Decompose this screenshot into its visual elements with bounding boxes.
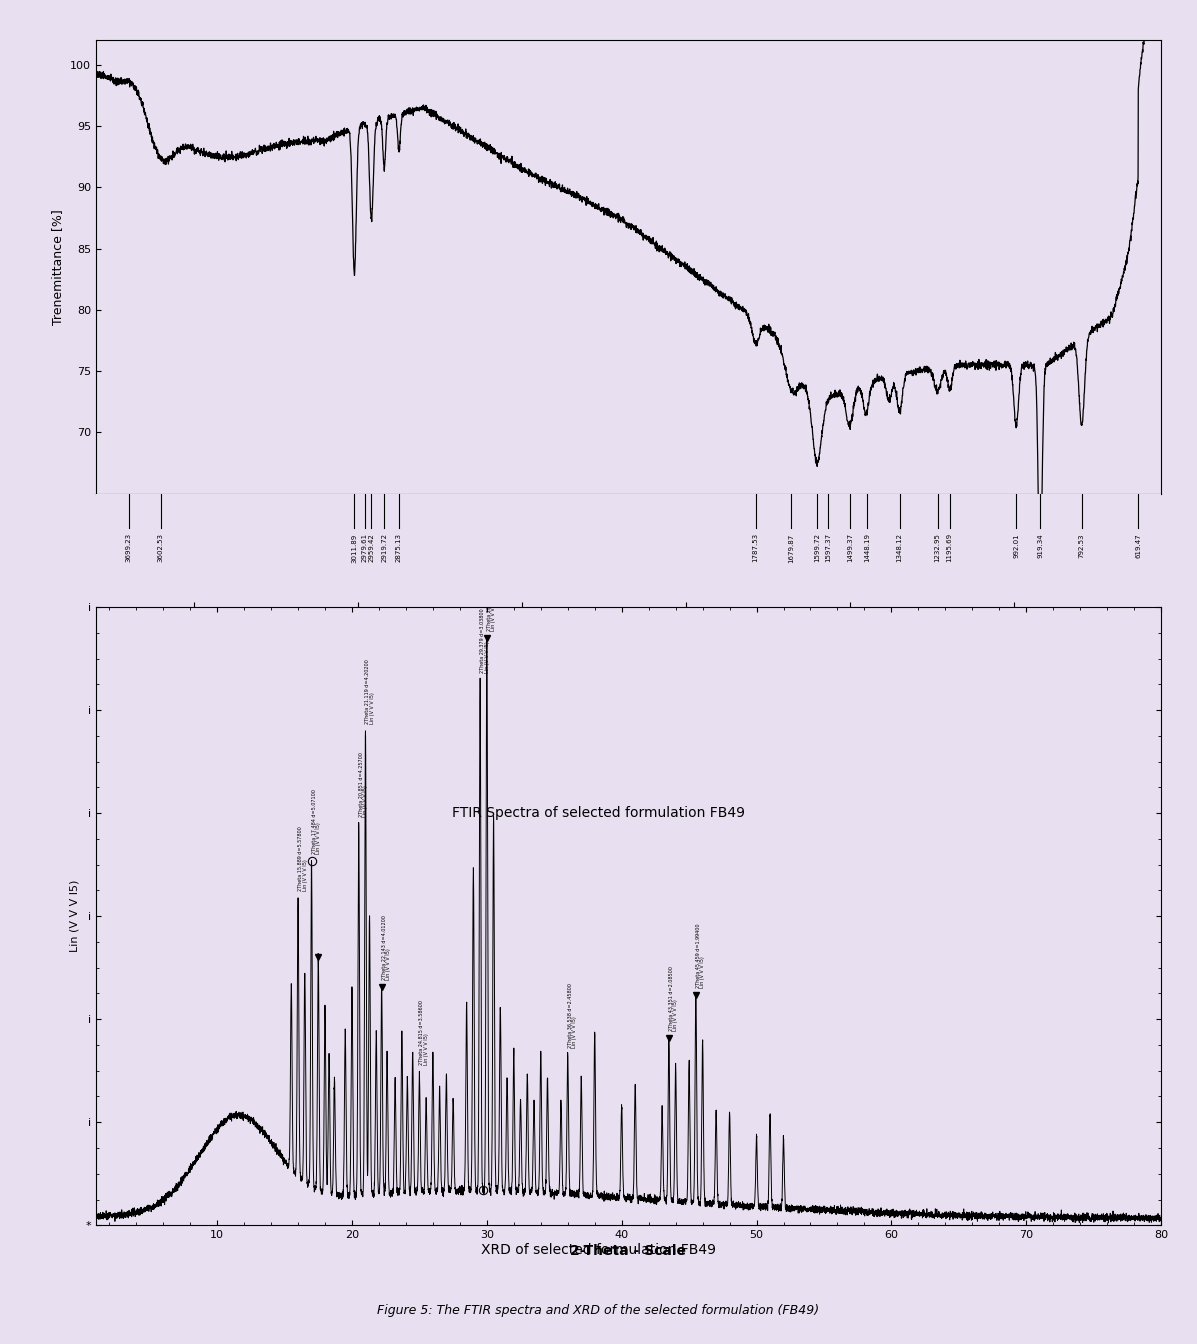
Text: XRD of selected formulation FB49: XRD of selected formulation FB49 bbox=[481, 1243, 716, 1257]
Text: 1597.37: 1597.37 bbox=[825, 534, 831, 563]
Text: 1195.69: 1195.69 bbox=[947, 534, 953, 563]
Text: 992.01: 992.01 bbox=[1013, 534, 1019, 558]
Text: 3602.53: 3602.53 bbox=[158, 534, 164, 562]
Text: FTIR Spectra of selected formulation FB49: FTIR Spectra of selected formulation FB4… bbox=[452, 806, 745, 820]
Text: 2875.13: 2875.13 bbox=[396, 534, 402, 562]
Text: 2Theta 20.851 d=4.25700
Lin (V V V I5): 2Theta 20.851 d=4.25700 Lin (V V V I5) bbox=[359, 753, 369, 817]
Text: 2Theta 15.889 d=5.57800
Lin (V V V I5): 2Theta 15.889 d=5.57800 Lin (V V V I5) bbox=[298, 827, 308, 891]
Text: 919.34: 919.34 bbox=[1037, 534, 1043, 558]
Text: 2Theta 21.119 d=4.20200
Lin (V V V I5): 2Theta 21.119 d=4.20200 Lin (V V V I5) bbox=[365, 660, 375, 724]
X-axis label: Wavenumber cm-1: Wavenumber cm-1 bbox=[563, 628, 694, 641]
Text: 2Theta 36.538 d=2.45800
Lin (V V V I5): 2Theta 36.538 d=2.45800 Lin (V V V I5) bbox=[567, 982, 577, 1048]
Text: 3699.23: 3699.23 bbox=[126, 534, 132, 563]
Text: 3011.89: 3011.89 bbox=[352, 534, 358, 563]
Y-axis label: Trenemittance [%]: Trenemittance [%] bbox=[51, 210, 65, 325]
Text: 1499.37: 1499.37 bbox=[847, 534, 853, 563]
Text: 2Theta 29.851 d=2.99200
Lin (V V V I5): 2Theta 29.851 d=2.99200 Lin (V V V I5) bbox=[487, 566, 497, 630]
Y-axis label: Lin (V V V I5): Lin (V V V I5) bbox=[69, 880, 80, 953]
Text: 2Theta 29.379 d=3.03800
Lin (V V V I5): 2Theta 29.379 d=3.03800 Lin (V V V I5) bbox=[480, 609, 490, 673]
Text: 2Theta 43.351 d=2.08500
Lin (V V V I5): 2Theta 43.351 d=2.08500 Lin (V V V I5) bbox=[669, 966, 679, 1031]
Text: 2Theta 24.815 d=3.58600
Lin (V V V I5): 2Theta 24.815 d=3.58600 Lin (V V V I5) bbox=[419, 1000, 429, 1064]
Text: 2Theta 22.143 d=4.01200
Lin (V V V I5): 2Theta 22.143 d=4.01200 Lin (V V V I5) bbox=[382, 915, 391, 980]
Text: 2959.42: 2959.42 bbox=[369, 534, 375, 562]
Text: 2979.61: 2979.61 bbox=[361, 534, 367, 563]
Text: 619.47: 619.47 bbox=[1136, 534, 1142, 558]
Text: 1232.95: 1232.95 bbox=[935, 534, 941, 562]
Text: 2Theta 45.459 d=1.99400
Lin (V V V I5): 2Theta 45.459 d=1.99400 Lin (V V V I5) bbox=[695, 923, 705, 988]
Text: 1448.19: 1448.19 bbox=[864, 534, 870, 562]
Text: 2Theta 17.484 d=5.07100
Lin (V V V I5): 2Theta 17.484 d=5.07100 Lin (V V V I5) bbox=[311, 789, 321, 853]
X-axis label: 2-Theta - Scale: 2-Theta - Scale bbox=[571, 1245, 686, 1258]
Text: 1679.87: 1679.87 bbox=[788, 534, 794, 563]
Text: Figure 5: The FTIR spectra and XRD of the selected formulation (FB49): Figure 5: The FTIR spectra and XRD of th… bbox=[377, 1304, 820, 1317]
Text: 1599.72: 1599.72 bbox=[814, 534, 820, 562]
Text: 1787.53: 1787.53 bbox=[753, 534, 759, 563]
Text: 792.53: 792.53 bbox=[1078, 534, 1084, 558]
Text: 1348.12: 1348.12 bbox=[897, 534, 903, 562]
Text: 2919.72: 2919.72 bbox=[381, 534, 387, 562]
